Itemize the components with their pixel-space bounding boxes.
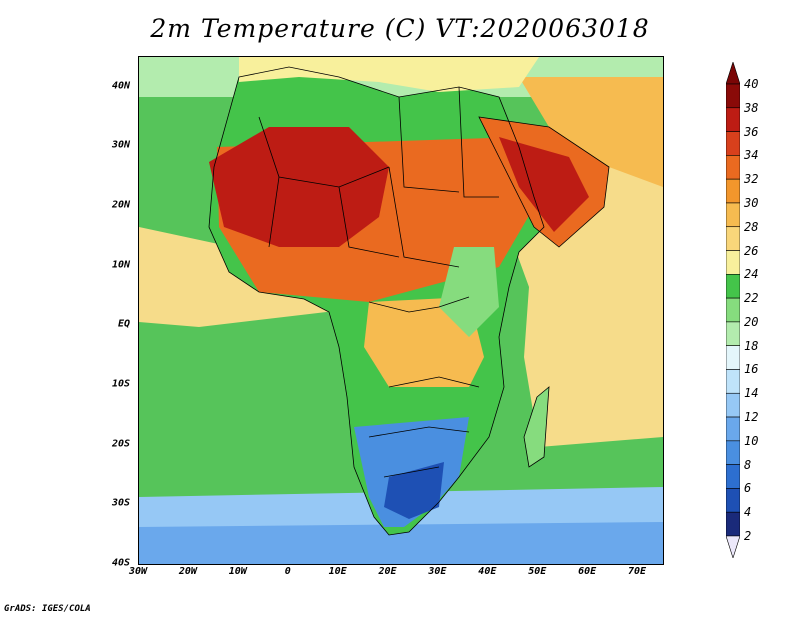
colorbar-box xyxy=(726,392,740,418)
colorbar-box xyxy=(726,131,740,156)
colorbar-label: 24 xyxy=(744,267,759,282)
latitude-label: 20N xyxy=(111,199,130,211)
colorbar-box xyxy=(726,226,740,251)
grads-credit: GrADS: IGES/COLA xyxy=(4,604,91,614)
middle-east-landmass xyxy=(519,77,663,187)
colorbar-label: 8 xyxy=(744,457,752,472)
colorbar-box xyxy=(726,155,740,180)
colorbar-label: 12 xyxy=(744,410,759,425)
east-african-highlands-field xyxy=(439,247,499,337)
colorbar-box xyxy=(726,440,740,465)
colorbar-label: 4 xyxy=(744,505,752,520)
longitude-label: 0 xyxy=(284,566,291,577)
colorbar-box xyxy=(726,202,740,228)
colorbar-label: 38 xyxy=(744,100,759,115)
ocean-south-cold-field xyxy=(139,522,663,564)
longitude-label: 40E xyxy=(478,566,497,577)
colorbar-label: 10 xyxy=(744,433,759,448)
longitude-label: 10E xyxy=(328,566,347,577)
colorbar-label: 36 xyxy=(744,124,759,139)
arabia-hot-field xyxy=(499,137,589,232)
latitude-label: 30S xyxy=(111,497,130,509)
latitude-label: 10N xyxy=(111,259,130,271)
colorbar-label: 28 xyxy=(744,219,759,234)
colorbar-box xyxy=(726,83,740,109)
latitude-label: EQ xyxy=(117,318,130,330)
colorbar-box xyxy=(726,511,740,537)
colorbar-box xyxy=(726,274,740,299)
colorbar-label: 40 xyxy=(744,77,759,91)
map-title: 2m Temperature (C) VT:2020063018 xyxy=(150,14,650,43)
country-boundaries xyxy=(208,66,610,536)
europe-landmass xyxy=(239,57,539,92)
colorbar-box xyxy=(726,369,740,394)
longitude-label: 30W xyxy=(128,566,148,577)
temperature-map xyxy=(138,56,664,565)
latitude-label: 10S xyxy=(111,378,130,390)
longitude-label: 30E xyxy=(428,566,447,577)
longitude-label: 20E xyxy=(378,566,397,577)
colorbar-bottom-triangle xyxy=(726,535,740,558)
colorbar-label: 14 xyxy=(744,386,759,401)
colorbar-label: 20 xyxy=(744,314,759,329)
latitude-label: 20S xyxy=(111,438,130,450)
colorbar-label: 22 xyxy=(744,291,759,306)
longitude-label: 60E xyxy=(578,566,597,577)
colorbar-box xyxy=(726,297,740,323)
colorbar-label: 30 xyxy=(744,195,759,210)
colorbar-box xyxy=(726,488,740,513)
madagascar xyxy=(524,387,549,467)
colorbar-top-triangle xyxy=(726,62,740,85)
colorbar-label: 16 xyxy=(744,362,759,377)
temperature-colorbar xyxy=(726,62,740,558)
colorbar-box xyxy=(726,178,740,204)
colorbar-label: 2 xyxy=(744,529,752,543)
colorbar-box xyxy=(726,250,740,275)
latitude-label: 30N xyxy=(111,139,130,151)
latitude-label: 40N xyxy=(111,80,130,92)
colorbar-box xyxy=(726,345,740,370)
colorbar-box xyxy=(726,416,740,442)
colorbar-label: 32 xyxy=(744,172,759,187)
longitude-label: 10W xyxy=(228,566,247,577)
colorbar-label: 18 xyxy=(744,338,759,353)
colorbar-label: 34 xyxy=(744,148,759,163)
longitude-label: 20W xyxy=(178,566,197,577)
longitude-label: 70E xyxy=(628,566,647,577)
colorbar-label: 6 xyxy=(744,481,752,496)
colorbar-box xyxy=(726,107,740,132)
southern-africa-coldest-field xyxy=(384,462,444,519)
longitude-label: 50E xyxy=(528,566,547,577)
colorbar-label: 26 xyxy=(744,243,759,258)
colorbar-box xyxy=(726,321,740,346)
colorbar-box xyxy=(726,464,740,489)
latitude-label: 40S xyxy=(111,557,130,569)
